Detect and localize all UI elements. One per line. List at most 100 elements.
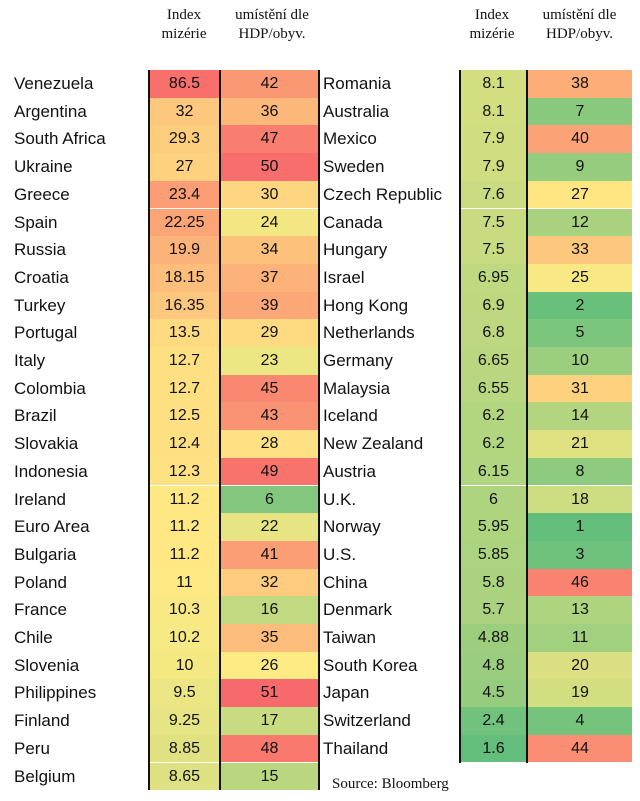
left-country-label: Chile: [14, 628, 53, 647]
left-rank-cell: 34: [221, 236, 318, 264]
left-rank-cell: 28: [221, 430, 318, 458]
left-index-cell: 8.85: [150, 734, 219, 763]
right-index-cell: 6: [461, 485, 526, 514]
right-country-label: New Zealand: [323, 434, 424, 454]
right-country-label: China: [323, 572, 368, 592]
right-country-label: Germany: [323, 351, 393, 370]
right-column-divider: [459, 70, 461, 763]
left-index-cell: 86.5: [150, 70, 219, 98]
right-country-label: U.S.: [323, 544, 357, 564]
left-country-label: Colombia: [14, 378, 86, 398]
right-country-label: Japan: [323, 683, 370, 703]
left-country-label: Portugal: [14, 323, 78, 343]
left-country-label: Brazil: [14, 406, 57, 426]
right-rank-cell: 11: [528, 624, 632, 652]
right-index-cell: 5.7: [461, 596, 526, 624]
left-rank-header: umístění dle HDP/obyv.: [235, 7, 309, 42]
source-note: Source: Bloomberg: [332, 776, 449, 792]
right-index-cell: 6.15: [461, 457, 526, 486]
right-index-cell: 6.65: [461, 347, 526, 375]
right-country-label: Canada: [323, 212, 383, 232]
left-country-label: Croatia: [14, 267, 69, 287]
left-rank-cell: 36: [221, 97, 318, 126]
left-country-label: Italy: [14, 351, 46, 370]
right-rank-cell: 31: [528, 374, 632, 403]
right-rank-cell: 10: [528, 347, 632, 375]
left-country-label: Ukraine: [14, 157, 73, 177]
right-country-label: Thailand: [323, 738, 389, 758]
right-country-label: Iceland: [323, 406, 378, 426]
left-index-header: Index mizérie: [161, 7, 207, 42]
right-rank-cell: 12: [528, 208, 632, 237]
left-rank-cell: 29: [221, 319, 318, 347]
left-rank-cell: 32: [221, 568, 318, 597]
left-rank-cell: 6: [221, 485, 318, 514]
left-column-divider: [148, 70, 150, 791]
left-index-cell: 19.9: [150, 236, 219, 264]
left-country-label: Indonesia: [14, 461, 88, 481]
right-rank-cell: 18: [528, 485, 632, 514]
right-index-cell: 6.2: [461, 430, 526, 458]
left-rank-cell: 50: [221, 153, 318, 181]
left-rank-cell: 16: [221, 596, 318, 624]
left-index-cell: 9.5: [150, 679, 219, 708]
right-rank-cell: 14: [528, 402, 632, 431]
left-index-cell: 10: [150, 651, 219, 680]
right-rank-cell: 44: [528, 734, 632, 763]
right-country-label: Malaysia: [323, 378, 391, 398]
right-rank-cell: 38: [528, 70, 632, 98]
right-country-label: Romania: [323, 74, 392, 93]
right-country-label: Switzerland: [323, 711, 411, 731]
right-rank-cell: 40: [528, 125, 632, 154]
left-country-label: Slovenia: [14, 655, 80, 675]
right-index-cell: 5.8: [461, 568, 526, 597]
right-country-label: Australia: [323, 101, 390, 121]
left-index-cell: 11.2: [150, 485, 219, 514]
left-index-cell: 12.7: [150, 347, 219, 375]
right-country-label: U.K.: [323, 489, 357, 509]
right-rank-cell: 46: [528, 568, 632, 597]
right-column-divider: [526, 70, 528, 763]
right-country-label: Taiwan: [323, 628, 376, 647]
right-country-label: Norway: [323, 517, 381, 537]
left-rank-cell: 42: [221, 70, 318, 98]
right-rank-cell: 1: [528, 513, 632, 541]
left-index-cell: 12.7: [150, 374, 219, 403]
left-country-label: Slovakia: [14, 434, 79, 454]
left-index-cell: 23.4: [150, 180, 219, 209]
right-rank-cell: 9: [528, 153, 632, 181]
right-rank-cell: 21: [528, 430, 632, 458]
left-country-label: South Africa: [14, 129, 106, 149]
left-country-label: Greece: [14, 184, 70, 204]
left-index-cell: 16.35: [150, 291, 219, 320]
left-country-label: Poland: [14, 572, 67, 592]
left-index-cell: 10.2: [150, 624, 219, 652]
right-index-cell: 7.6: [461, 180, 526, 209]
right-index-cell: 7.9: [461, 153, 526, 181]
left-rank-cell: 17: [221, 707, 318, 735]
left-rank-cell: 23: [221, 347, 318, 375]
left-rank-cell: 26: [221, 651, 318, 680]
right-rank-cell: 2: [528, 291, 632, 320]
right-index-cell: 5.85: [461, 540, 526, 569]
right-index-cell: 7.5: [461, 236, 526, 264]
left-rank-cell: 47: [221, 125, 318, 154]
right-rank-cell: 20: [528, 651, 632, 680]
right-rank-cell: 8: [528, 457, 632, 486]
right-index-cell: 6.2: [461, 402, 526, 431]
left-rank-cell: 22: [221, 513, 318, 541]
left-index-cell: 11.2: [150, 540, 219, 569]
left-country-label: Peru: [14, 738, 50, 758]
right-index-cell: 8.1: [461, 70, 526, 98]
left-index-cell: 11: [150, 568, 219, 597]
left-rank-cell: 41: [221, 540, 318, 569]
right-rank-cell: 13: [528, 596, 632, 624]
left-rank-cell: 35: [221, 624, 318, 652]
right-index-cell: 5.95: [461, 513, 526, 541]
left-country-label: Russia: [14, 240, 66, 260]
left-rank-cell: 51: [221, 679, 318, 708]
left-rank-cell: 39: [221, 291, 318, 320]
left-index-cell: 8.65: [150, 762, 219, 791]
right-country-label: Israel: [323, 267, 365, 287]
left-country-label: France: [14, 600, 67, 620]
